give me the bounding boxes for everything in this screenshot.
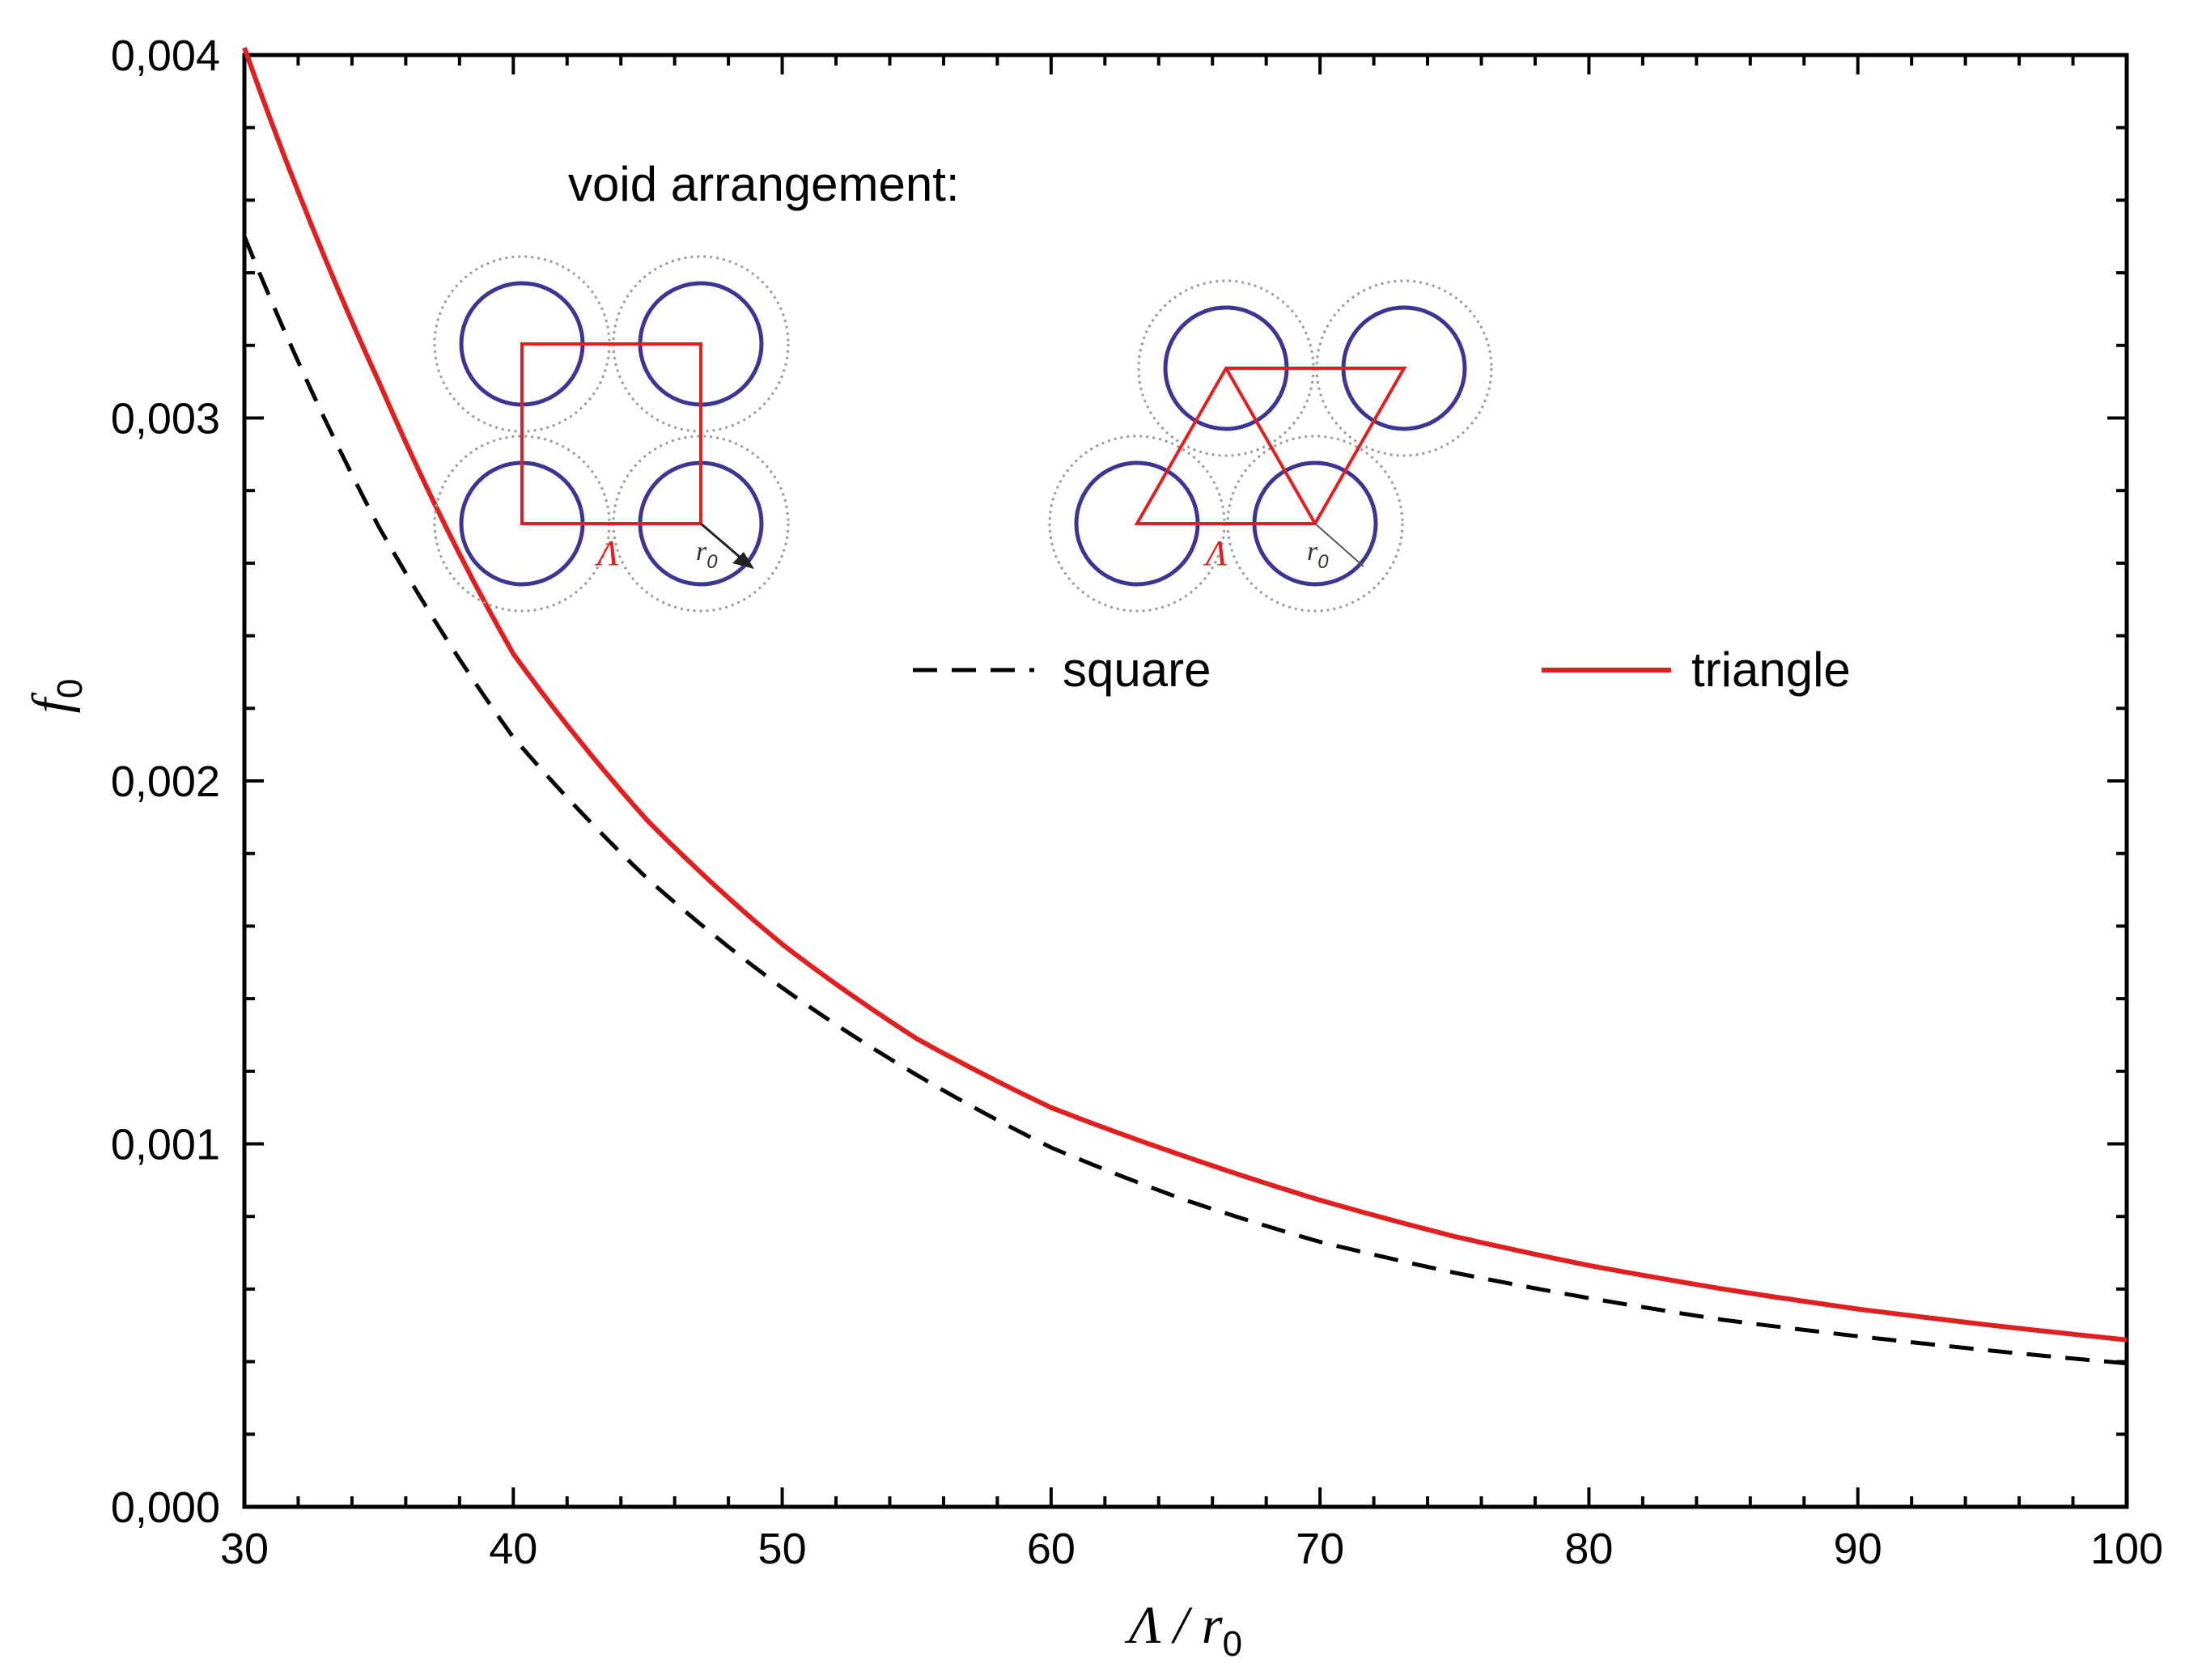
x-tick-label: 80	[1564, 1525, 1613, 1573]
y-axis-title-subscript: 0	[50, 679, 90, 698]
square-radius-symbol: r	[696, 537, 707, 566]
x-tick-label: 60	[1027, 1525, 1076, 1573]
series-lines	[242, 46, 2128, 1366]
triangle-arrangement-inset: Λ r0	[1048, 279, 1493, 613]
x-tick-labels: 30 40 50 60 70 80 90 100	[220, 1525, 2163, 1573]
legend-label-square: square	[1063, 643, 1211, 697]
square-lambda-label: Λ	[594, 533, 619, 573]
y-tick-labels: 0,000 0,001 0,002 0,003 0,004	[111, 32, 220, 1532]
x-axis-title-main: Λ / r	[1124, 1596, 1223, 1655]
legend: square triangle	[913, 643, 1851, 697]
axis-ticks	[243, 53, 2128, 1508]
x-tick-label: 30	[220, 1525, 269, 1573]
y-tick-label: 0,001	[111, 1121, 220, 1169]
plot-frame	[242, 53, 2129, 1509]
radius-arrowhead	[732, 552, 754, 569]
x-tick-label: 40	[489, 1525, 537, 1573]
x-tick-label: 50	[758, 1525, 807, 1573]
radius-arrow	[700, 522, 747, 564]
y-axis-title: f0	[22, 679, 90, 714]
square-arrangement-inset: Λ r0	[433, 255, 790, 613]
triangle-diagonal	[1224, 367, 1317, 524]
annotation-title: void arrangement:	[568, 157, 960, 211]
y-tick-label: 0,004	[111, 32, 220, 80]
radius-line	[1314, 523, 1364, 567]
x-tick-label: 70	[1296, 1525, 1344, 1573]
square-radius-subscript: 0	[706, 551, 718, 573]
triangle-radius-symbol: r	[1307, 537, 1318, 566]
y-tick-label: 0,000	[111, 1483, 220, 1532]
legend-label-triangle: triangle	[1691, 643, 1851, 697]
triangle-radius-subscript: 0	[1317, 551, 1329, 573]
series-line-square	[242, 235, 2128, 1366]
triangle-lambda-label: Λ	[1203, 533, 1228, 573]
x-axis-title: Λ / r0	[1124, 1596, 1242, 1664]
x-tick-label: 90	[1834, 1525, 1882, 1573]
y-tick-label: 0,002	[111, 757, 220, 806]
square-unit-cell	[520, 342, 702, 525]
square-radius-label: r0	[696, 537, 718, 573]
y-tick-label: 0,003	[111, 395, 220, 443]
x-axis-title-subscript: 0	[1223, 1624, 1242, 1664]
triangle-radius-label: r0	[1307, 537, 1329, 573]
x-tick-label: 100	[2090, 1525, 2163, 1573]
series-line-triangle	[242, 46, 2128, 1343]
